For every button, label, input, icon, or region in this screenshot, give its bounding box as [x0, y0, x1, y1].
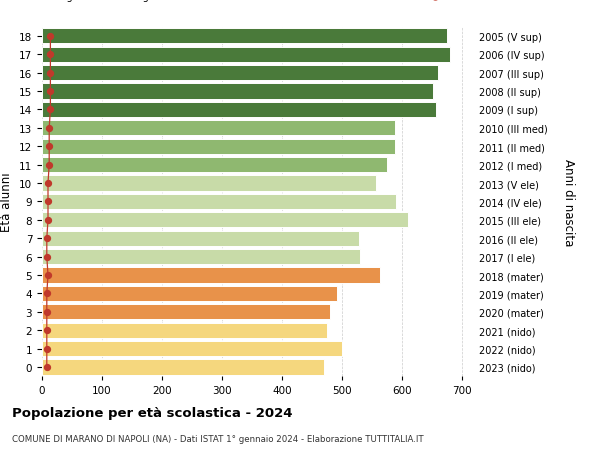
Bar	[42, 158, 387, 173]
Point	[46, 106, 55, 114]
Bar	[42, 29, 447, 44]
Bar	[42, 268, 380, 283]
Bar	[42, 121, 395, 136]
Point	[42, 345, 52, 353]
Point	[43, 217, 53, 224]
Bar	[42, 250, 360, 264]
Point	[42, 364, 52, 371]
Point	[43, 272, 53, 279]
Bar	[42, 140, 395, 154]
Bar	[42, 176, 376, 191]
Point	[46, 70, 55, 77]
Bar	[42, 323, 327, 338]
Text: Popolazione per età scolastica - 2024: Popolazione per età scolastica - 2024	[12, 406, 293, 419]
Point	[42, 253, 52, 261]
Point	[46, 51, 55, 59]
Point	[43, 180, 53, 187]
Y-axis label: Anni di nascita: Anni di nascita	[562, 158, 575, 246]
Text: COMUNE DI MARANO DI NAPOLI (NA) - Dati ISTAT 1° gennaio 2024 - Elaborazione TUTT: COMUNE DI MARANO DI NAPOLI (NA) - Dati I…	[12, 434, 424, 443]
Bar	[42, 231, 359, 246]
Bar	[42, 48, 450, 62]
Bar	[42, 84, 433, 99]
Point	[42, 235, 52, 242]
Point	[44, 162, 54, 169]
Point	[42, 327, 52, 334]
Bar	[42, 213, 408, 228]
Point	[46, 88, 55, 95]
Bar	[42, 286, 337, 301]
Bar	[42, 341, 342, 356]
Y-axis label: Età alunni: Età alunni	[1, 172, 13, 232]
Point	[42, 290, 52, 297]
Point	[43, 198, 53, 206]
Bar	[42, 195, 396, 209]
Point	[46, 33, 55, 40]
Bar	[42, 305, 330, 319]
Point	[42, 308, 52, 316]
Point	[44, 143, 54, 151]
Bar	[42, 360, 324, 375]
Bar	[42, 66, 438, 81]
Bar	[42, 103, 436, 118]
Point	[44, 125, 54, 132]
Legend: Sec. II grado, Sec. I grado, Scuola Primaria, Scuola Infanzia, Asilo Nido, Stran: Sec. II grado, Sec. I grado, Scuola Prim…	[21, 0, 485, 2]
